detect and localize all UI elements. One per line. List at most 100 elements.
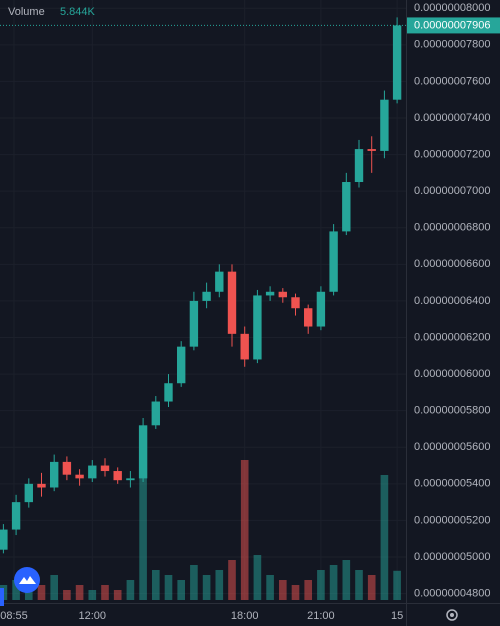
volume-bar [393, 570, 401, 600]
volume-bar [126, 580, 135, 600]
volume-bar [367, 575, 376, 600]
candle-body [126, 478, 135, 481]
grid [0, 0, 406, 600]
volume-legend-value: 5.844K [60, 6, 96, 18]
candle-body [253, 295, 262, 360]
x-tick-label: 12:00 [79, 610, 107, 622]
candle-body [151, 401, 160, 426]
candle-body [354, 149, 364, 183]
volume-legend-name: Volume [8, 6, 45, 18]
volume-bar [304, 580, 313, 600]
candle-body [100, 465, 110, 472]
y-tick-label: 0.00000007200 [414, 148, 490, 160]
volume-bar [63, 590, 71, 600]
candle-body [189, 300, 199, 347]
candle-body [380, 99, 389, 151]
candle-body [113, 471, 122, 481]
scroll-marker [0, 588, 4, 606]
y-tick-label: 0.00000005600 [414, 441, 490, 453]
volume-bar [190, 565, 198, 600]
candle-body [316, 291, 326, 327]
volume-bar [24, 590, 33, 600]
candle-body [215, 271, 224, 292]
volume-bar [291, 585, 300, 600]
volume-bar [164, 575, 173, 600]
gear-center [450, 613, 454, 617]
candle-body [62, 461, 72, 475]
candle-body [291, 297, 300, 309]
y-tick-label: 0.00000008000 [414, 2, 490, 14]
y-tick-label: 0.00000006200 [414, 331, 490, 343]
volume-bar [215, 570, 224, 600]
volume-bar [240, 460, 249, 600]
logo-mark [19, 576, 36, 584]
volume-bar [12, 580, 20, 600]
gear-icon[interactable] [446, 609, 458, 621]
x-tick-label: 08:55 [0, 610, 28, 622]
y-tick-label: 0.00000005000 [414, 551, 490, 563]
candle-body [37, 483, 46, 488]
candle-body [304, 308, 313, 327]
candle-body [177, 346, 186, 384]
x-tick-label: 18:00 [231, 610, 259, 622]
y-tick-label: 0.00000006400 [414, 295, 490, 307]
candle-layer [0, 17, 402, 554]
candle-body [392, 25, 402, 100]
candle-body [342, 182, 351, 232]
volume-bar [37, 585, 46, 600]
candle-body [49, 461, 59, 488]
volume-bar [278, 580, 287, 600]
candle-body [75, 474, 84, 479]
candle-body [367, 149, 376, 151]
volume-bar [151, 570, 160, 600]
logo-circle[interactable] [14, 567, 40, 593]
candle-body [227, 271, 237, 334]
volume-bar [380, 475, 389, 600]
y-tick-label: 0.00000007800 [414, 39, 490, 51]
volume-bar [139, 450, 147, 600]
volume-bar [266, 575, 274, 600]
volume-bar [228, 560, 236, 600]
volume-bar [50, 575, 58, 600]
candle-body [11, 502, 21, 530]
y-tick-label: 0.00000006600 [414, 258, 490, 270]
logo[interactable] [14, 567, 40, 593]
volume-bar [177, 580, 186, 600]
candle-body [240, 333, 249, 360]
x-tick-label: 15 [391, 610, 403, 622]
volume-bar [317, 570, 325, 600]
volume-layer [0, 450, 401, 600]
candle-body [202, 291, 211, 301]
y-tick-label: 0.00000007600 [414, 75, 490, 87]
y-tick-label: 0.00000006800 [414, 222, 490, 234]
y-tick-label: 0.00000007000 [414, 185, 490, 197]
y-tick-label: 0.00000005800 [414, 405, 490, 417]
candle-body [265, 291, 275, 296]
volume-bar [253, 555, 262, 600]
last-price-box [407, 17, 500, 34]
candle-body [278, 291, 287, 298]
candle-body [24, 483, 33, 503]
candle-body [88, 465, 97, 479]
volume-bar [355, 570, 363, 600]
volume-bar [75, 585, 84, 600]
candle-body [329, 231, 338, 292]
x-tick-label: 21:00 [307, 610, 335, 622]
candle-body [0, 529, 8, 550]
y-tick-label: 0.00000004800 [414, 588, 490, 600]
volume-bar [101, 585, 109, 600]
volume-bar [202, 575, 211, 600]
volume-bar [342, 560, 351, 600]
settings-button[interactable] [446, 609, 458, 621]
y-tick-label: 0.00000006000 [414, 368, 490, 380]
volume-bar [113, 590, 122, 600]
candle-body [164, 383, 173, 402]
y-tick-label: 0.00000005400 [414, 478, 490, 490]
y-tick-label: 0.00000005200 [414, 514, 490, 526]
candle-body [138, 425, 148, 479]
volume-bar [329, 565, 338, 600]
last-price-label: 0.00000007906 [414, 19, 490, 31]
